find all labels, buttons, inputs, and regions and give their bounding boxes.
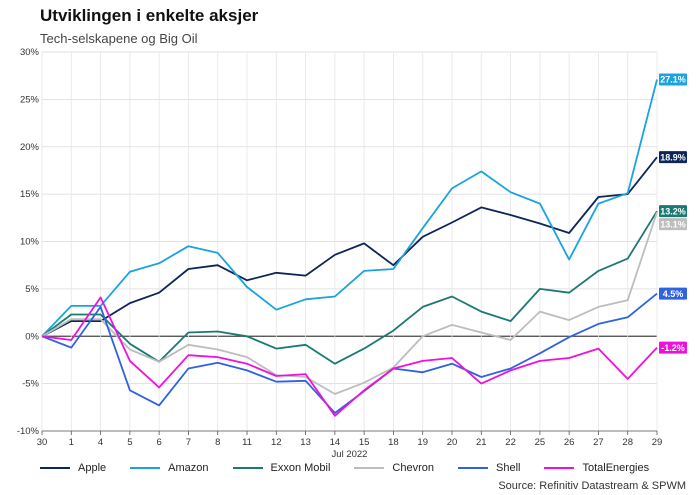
legend-label: TotalEnergies xyxy=(582,462,650,474)
x-tick-label: 7 xyxy=(186,437,191,448)
end-label-badge xyxy=(659,287,687,300)
legend-label: Exxon Mobil xyxy=(270,462,331,474)
series-line-chevron xyxy=(41,211,658,395)
end-label-value: 13.2% xyxy=(660,206,686,216)
legend-swatch xyxy=(40,467,70,469)
y-tick-label: 5% xyxy=(25,284,39,295)
x-tick-label: 25 xyxy=(535,437,546,448)
end-label-value: 27.1% xyxy=(660,75,686,85)
legend-label: Shell xyxy=(496,462,521,474)
legend: Apple Amazon Exxon Mobil Chevron Shell TotalE… xyxy=(40,462,673,474)
y-tick-label: 30% xyxy=(20,47,40,58)
x-tick-label: 28 xyxy=(622,437,633,448)
legend-swatch xyxy=(544,467,575,469)
y-tick-label: 0% xyxy=(25,331,39,342)
y-tick-label: 25% xyxy=(20,94,40,105)
y-axis-ticks: -10% -5% 0% 5% 10% 15% 20% 25% 30% xyxy=(17,47,40,437)
legend-item: Chevron xyxy=(354,462,434,474)
chart-title: Utviklingen i enkelte aksjer xyxy=(40,6,259,25)
x-tick-label: 29 xyxy=(652,437,663,448)
end-label-value: 18.9% xyxy=(660,152,686,162)
legend-swatch xyxy=(354,467,385,469)
x-axis-ticks: 30 1 4 5 6 7 8 11 12 13 14 15 18 19 20 21 22 25 26 27 28 29Ju… xyxy=(37,431,663,460)
x-tick-label: 21 xyxy=(476,437,487,448)
end-label-badge xyxy=(659,205,687,218)
end-label-badge xyxy=(659,218,687,231)
legend-label: Apple xyxy=(78,462,107,474)
legend-label: Amazon xyxy=(168,462,209,474)
x-tick-label: 20 xyxy=(447,437,458,448)
y-tick-label: 15% xyxy=(20,189,40,200)
series-line-exxon-mobil xyxy=(41,210,658,365)
legend-swatch xyxy=(232,467,263,469)
end-label-badge xyxy=(659,341,687,354)
source-note: Source: Refinitiv Datastream & SPWM xyxy=(498,480,686,492)
legend-item: Shell xyxy=(458,462,520,474)
x-tick-label: 26 xyxy=(564,437,575,448)
x-tick-label: 30 xyxy=(37,437,48,448)
x-tick-label: 27 xyxy=(593,437,604,448)
chart-subtitle: Tech-selskapene og Big Oil xyxy=(40,31,198,46)
end-label-value: -1.2% xyxy=(661,343,685,353)
x-tick-label: 14 xyxy=(330,437,341,448)
y-tick-label: -10% xyxy=(17,426,40,437)
y-tick-label: 10% xyxy=(20,237,40,248)
series-line-amazon xyxy=(41,79,658,337)
end-labels: 27.1% 18.9% 13.2% 13.1% 4.5% -1.2% xyxy=(659,73,687,354)
series-lines xyxy=(41,79,658,417)
legend-swatch xyxy=(458,467,488,469)
legend-label: Chevron xyxy=(392,462,434,474)
legend-item: Apple xyxy=(40,462,106,474)
x-tick-label: 4 xyxy=(98,437,103,448)
end-label-badge xyxy=(659,151,687,164)
x-tick-label: 12 xyxy=(271,437,282,448)
end-label-badge xyxy=(659,73,687,86)
x-tick-label: 22 xyxy=(505,437,516,448)
x-tick-label: 8 xyxy=(215,437,220,448)
x-tick-label: 19 xyxy=(417,437,428,448)
x-tick-label: 6 xyxy=(156,437,161,448)
legend-item: TotalEnergies xyxy=(544,462,649,474)
month-label: Jul 2022 xyxy=(332,449,368,460)
legend-item: Amazon xyxy=(130,462,209,474)
y-tick-label: -5% xyxy=(22,379,39,390)
legend-item: Exxon Mobil xyxy=(232,462,331,474)
legend-swatch xyxy=(130,467,161,469)
series-line-apple xyxy=(41,156,658,338)
x-tick-label: 15 xyxy=(359,437,370,448)
end-label-value: 4.5% xyxy=(663,289,684,299)
series-line-totalenergies xyxy=(41,296,658,417)
x-tick-label: 1 xyxy=(69,437,74,448)
grid-lines xyxy=(41,51,658,432)
x-tick-label: 5 xyxy=(127,437,132,448)
end-label-value: 13.1% xyxy=(660,219,686,229)
y-tick-label: 20% xyxy=(20,142,40,153)
x-tick-label: 18 xyxy=(388,437,399,448)
x-tick-label: 11 xyxy=(242,437,252,448)
series-line-shell xyxy=(41,292,658,414)
x-tick-label: 13 xyxy=(300,437,311,448)
